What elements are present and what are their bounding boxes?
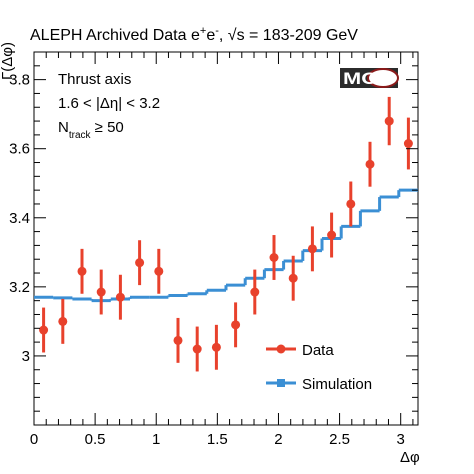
legend-simulation-label: Simulation	[302, 376, 372, 393]
data-point	[173, 335, 183, 345]
data-point	[403, 139, 413, 149]
data-point	[365, 159, 375, 169]
title-sup1: +	[200, 25, 206, 37]
title-sqrt: √s = 183-209 GeV	[228, 27, 359, 44]
legend-sim-marker	[277, 379, 285, 387]
legend-data-marker	[276, 344, 286, 354]
legend: Data Simulation	[266, 342, 372, 393]
data-point	[231, 320, 241, 330]
mod-logo-ellipse	[367, 68, 399, 88]
data-point	[211, 342, 221, 352]
ntrack-sub: track	[69, 130, 92, 141]
title-prefix: ALEPH Archived Data e	[30, 27, 200, 44]
data-point	[39, 325, 49, 335]
data-point	[288, 273, 298, 283]
legend-item-simulation: Simulation	[266, 376, 372, 393]
data-point	[135, 258, 145, 268]
data-point	[115, 292, 125, 302]
x-tick-label: 0.5	[85, 431, 106, 448]
data-point	[327, 230, 337, 240]
plot-frame	[33, 51, 419, 426]
legend-data-label: Data	[302, 342, 334, 359]
title-mid: e	[206, 27, 215, 44]
x-tick-label: 3	[397, 431, 405, 448]
x-tick-label: 1.5	[207, 431, 228, 448]
ntrack-main: N	[58, 119, 69, 136]
ntrack-rest: ≥ 50	[91, 119, 124, 136]
axis-ticks: 0 0.5 1 1.5 2 2.5 3 3 3.2 3.4 3.6 3.8	[9, 52, 418, 448]
mod-logo-text: MOD	[343, 69, 394, 88]
data-point	[269, 252, 279, 262]
x-tick-label: 2	[274, 431, 282, 448]
data-point	[192, 344, 202, 354]
y-axis-label: Γ(Δφ)	[0, 42, 16, 80]
data-series	[39, 96, 413, 372]
x-axis-label: Δφ	[400, 449, 420, 466]
chart-title: ALEPH Archived Data e+e-, √s = 183-209 G…	[30, 25, 358, 44]
data-point	[250, 287, 260, 297]
data-point	[96, 287, 106, 297]
mod-logo: MOD	[340, 68, 399, 88]
x-tick-label: 2.5	[329, 431, 350, 448]
y-tick-label: 3.2	[9, 279, 30, 296]
data-point	[77, 266, 87, 276]
data-point	[307, 244, 317, 254]
data-point	[346, 199, 356, 209]
annotation-ntrack: Ntrack ≥ 50	[58, 119, 124, 141]
annotation-thrust-axis: Thrust axis	[58, 71, 131, 88]
y-tick-label: 3.6	[9, 141, 30, 158]
title-sup2: -	[215, 25, 219, 37]
annotation-eta-range: 1.6 < |Δη| < 3.2	[58, 95, 160, 112]
x-tick-label: 0	[30, 431, 38, 448]
x-tick-label: 1	[152, 431, 160, 448]
y-tick-label: 3.8	[9, 72, 30, 89]
y-tick-label: 3	[22, 348, 30, 365]
plot-border	[33, 51, 419, 426]
data-point	[154, 266, 164, 276]
legend-item-data: Data	[266, 342, 334, 359]
simulation-series	[34, 188, 418, 303]
y-tick-label: 3.4	[9, 210, 30, 227]
data-point	[58, 316, 68, 326]
data-point	[384, 116, 394, 126]
